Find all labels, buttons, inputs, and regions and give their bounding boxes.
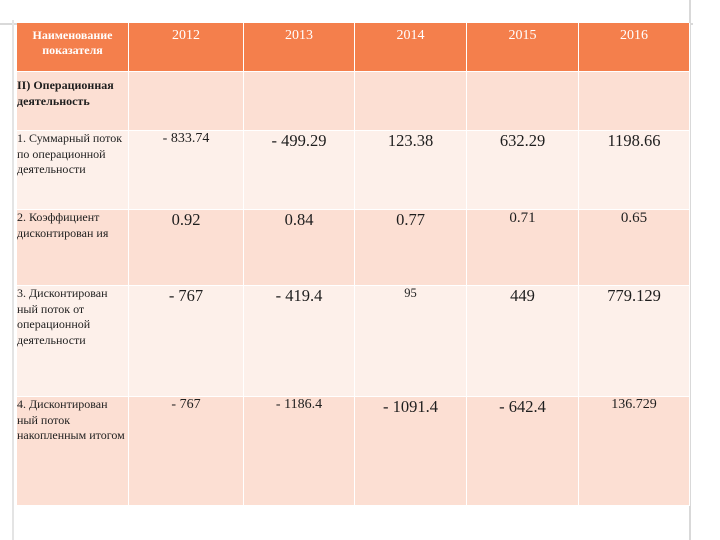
table-row: 4. Дисконтирован ный поток накопленным и… (17, 397, 690, 506)
value-cell: 632.29 (467, 131, 579, 210)
value-cell: 449 (467, 286, 579, 397)
value-cell (355, 72, 467, 131)
decorative-left-line (12, 20, 14, 540)
value-cell: 779.129 (579, 286, 690, 397)
value-cell: 0.77 (355, 210, 467, 286)
value-cell: - 499.29 (244, 131, 355, 210)
value-cell: - 767 (129, 286, 244, 397)
value-cell: - 1186.4 (244, 397, 355, 506)
row-label: 4. Дисконтирован ный поток накопленным и… (17, 397, 129, 506)
value-cell: - 1091.4 (355, 397, 467, 506)
value-cell: - 642.4 (467, 397, 579, 506)
table-row: 2. Коэффициент дисконтирован ия 0.92 0.8… (17, 210, 690, 286)
row-label: II) Операционная деятельность (17, 72, 129, 131)
header-year-2014: 2014 (355, 23, 467, 72)
header-label-cell: Наименование показателя (17, 23, 129, 72)
value-cell: 95 (355, 286, 467, 397)
table-row: 3. Дисконтирован ный поток от операционн… (17, 286, 690, 397)
value-cell: 123.38 (355, 131, 467, 210)
header-year-2012: 2012 (129, 23, 244, 72)
table-row-section: II) Операционная деятельность (17, 72, 690, 131)
value-cell: 0.71 (467, 210, 579, 286)
value-cell: 0.92 (129, 210, 244, 286)
value-cell (129, 72, 244, 131)
row-label: 3. Дисконтирован ный поток от операционн… (17, 286, 129, 397)
value-cell: - 833.74 (129, 131, 244, 210)
header-year-2016: 2016 (579, 23, 690, 72)
value-cell (467, 72, 579, 131)
value-cell: 0.65 (579, 210, 690, 286)
operating-cashflow-table: Наименование показателя 2012 2013 2014 2… (17, 23, 690, 506)
value-cell: 136.729 (579, 397, 690, 506)
table-row: 1. Суммарный поток по операционной деяте… (17, 131, 690, 210)
value-cell: 1198.66 (579, 131, 690, 210)
value-cell: - 767 (129, 397, 244, 506)
value-cell (579, 72, 690, 131)
value-cell: - 419.4 (244, 286, 355, 397)
header-year-2015: 2015 (467, 23, 579, 72)
header-year-2013: 2013 (244, 23, 355, 72)
table-header-row: Наименование показателя 2012 2013 2014 2… (17, 23, 690, 72)
row-label: 2. Коэффициент дисконтирован ия (17, 210, 129, 286)
row-label: 1. Суммарный поток по операционной деяте… (17, 131, 129, 210)
value-cell (244, 72, 355, 131)
value-cell: 0.84 (244, 210, 355, 286)
decorative-right-line (689, 0, 691, 540)
